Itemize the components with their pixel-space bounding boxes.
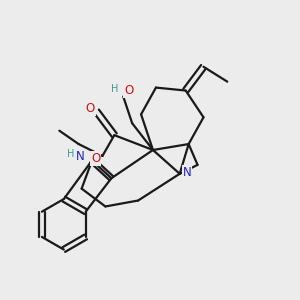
Text: O: O	[91, 152, 101, 165]
Text: O: O	[85, 103, 94, 116]
Text: N: N	[76, 150, 85, 163]
Text: H: H	[67, 149, 74, 159]
Text: O: O	[124, 84, 133, 97]
Text: N: N	[183, 166, 191, 179]
Text: H: H	[111, 84, 118, 94]
